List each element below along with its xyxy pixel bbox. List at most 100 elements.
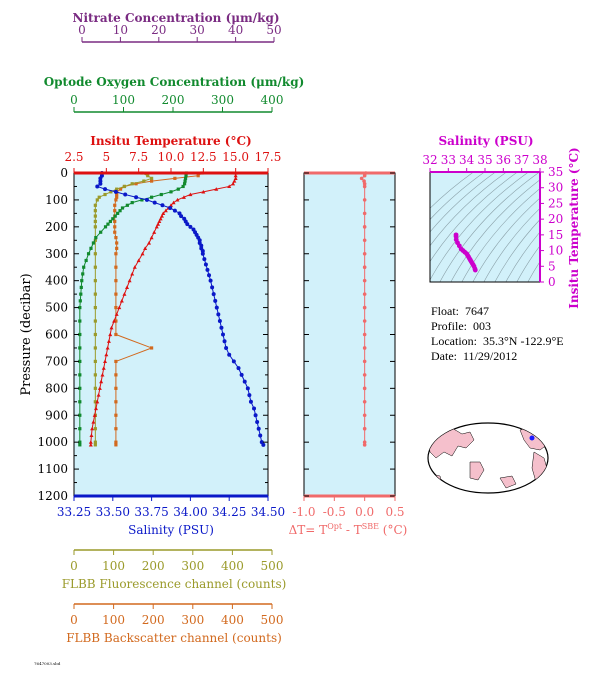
fluorescence-point xyxy=(109,190,113,194)
fluorescence-point xyxy=(103,192,107,197)
temperature-point xyxy=(169,203,173,207)
oxygen-point xyxy=(94,236,98,240)
fluorescence-point xyxy=(93,359,97,364)
delta-tick-label: -0.5 xyxy=(323,505,346,519)
ts-density-contour xyxy=(430,172,497,233)
delta-point xyxy=(362,173,367,178)
temperature-tick-label: 12.5 xyxy=(190,150,217,164)
backscatter-point xyxy=(114,332,118,337)
delta-point xyxy=(362,346,367,350)
backscatter-point xyxy=(114,292,118,296)
delta-panel-background xyxy=(304,173,395,496)
nitrate-tick-label: 30 xyxy=(190,23,205,37)
oxygen-point xyxy=(80,279,84,283)
land-mass xyxy=(469,461,485,481)
ts-temperature-tick-label: 5 xyxy=(548,259,556,273)
oxygen-point xyxy=(78,427,82,431)
salinity-tick-label: 34.50 xyxy=(251,505,285,519)
temperature-point xyxy=(181,195,186,199)
temperature-point xyxy=(136,258,141,263)
salinity-point xyxy=(227,352,232,357)
backscatter-point xyxy=(115,195,119,199)
salinity-point xyxy=(258,433,263,438)
fluorescence-point xyxy=(93,427,97,431)
fluorescence-point xyxy=(93,386,97,390)
temperature-point xyxy=(125,285,130,289)
delta-point xyxy=(362,359,367,364)
oxygen-point xyxy=(113,214,117,218)
temperature-point xyxy=(159,214,164,218)
oxygen-point xyxy=(84,258,88,263)
profile-panel-background xyxy=(74,173,268,496)
ts-density-contour xyxy=(439,172,540,282)
ts-salinity-tick-label: 33 xyxy=(441,153,456,167)
oxygen-point xyxy=(140,198,144,202)
backscatter-point xyxy=(115,241,119,245)
oxygen-tick-label: 100 xyxy=(112,93,135,107)
salinity-point xyxy=(256,426,261,431)
backscatter-point xyxy=(114,373,118,377)
land-mass xyxy=(552,444,566,466)
ts-density-contour xyxy=(595,152,608,302)
oxygen-tick-label: 200 xyxy=(162,93,185,107)
pressure-tick-label: 1200 xyxy=(37,489,68,503)
temperature-point xyxy=(117,305,122,310)
ts-salinity-tick-label: 35 xyxy=(477,153,492,167)
temperature-point xyxy=(175,197,180,202)
temperature-point xyxy=(127,278,132,283)
fluorescence-point xyxy=(93,238,97,242)
temperature-point xyxy=(122,292,127,296)
temperature-tick-label: 15.0 xyxy=(222,150,249,164)
oxygen-point xyxy=(183,176,188,180)
backscatter-point xyxy=(114,279,118,283)
oxygen-tick-label: 300 xyxy=(211,93,234,107)
temperature-point xyxy=(104,352,109,357)
salinity-point xyxy=(179,214,184,219)
salinity-point xyxy=(98,181,103,186)
salinity-point xyxy=(172,208,177,213)
location-value: 35.3°N -122.9°E xyxy=(482,334,564,348)
delta-point xyxy=(359,176,364,181)
temperature-point xyxy=(119,298,124,303)
backscatter-point xyxy=(114,236,118,240)
backscatter-point xyxy=(114,400,118,404)
pressure-tick-label: 300 xyxy=(45,247,68,261)
salinity-tick-label: 33.75 xyxy=(134,505,168,519)
salinity-point xyxy=(152,200,157,205)
ts-density-contour xyxy=(430,172,530,281)
fluorescence-point xyxy=(93,214,97,218)
oxygen-point xyxy=(181,184,185,189)
fluorescence-tick-label: 300 xyxy=(181,559,204,573)
fluorescence-point xyxy=(142,179,146,183)
ts-temperature-tick-label: 20 xyxy=(548,212,563,226)
pressure-tick-label: 200 xyxy=(45,220,68,234)
float-label: Float: xyxy=(431,304,460,318)
float-value: 7647 xyxy=(465,304,490,318)
temperature-point xyxy=(147,240,152,245)
temperature-point xyxy=(149,235,154,240)
backscatter-point xyxy=(114,319,118,323)
salinity-point xyxy=(160,203,165,208)
ts-temperature-axis-title: Insitu Temperature (°C) xyxy=(567,147,581,308)
fluorescence-tick-label: 0 xyxy=(70,559,78,573)
salinity-point xyxy=(247,393,252,398)
oxygen-point xyxy=(78,386,82,390)
salinity-tick-label: 34.25 xyxy=(212,505,246,519)
pressure-tick-label: 0 xyxy=(60,166,68,180)
delta-point xyxy=(362,265,367,270)
salinity-axis-title: Salinity (PSU) xyxy=(128,523,214,537)
salinity-point xyxy=(123,192,128,197)
backscatter-tick-label: 200 xyxy=(142,613,165,627)
oxygen-tick-label: 400 xyxy=(261,93,284,107)
oxygen-point xyxy=(81,272,85,276)
fluorescence-point xyxy=(93,443,97,447)
salinity-point xyxy=(216,312,221,317)
pressure-tick-label: 500 xyxy=(45,301,68,315)
ts-point xyxy=(472,267,478,273)
fluorescence-point xyxy=(93,440,97,444)
fluorescence-point xyxy=(93,225,97,229)
profile-label: Profile: xyxy=(431,319,467,333)
delta-point xyxy=(362,211,367,216)
fluorescence-point xyxy=(93,305,97,310)
ts-density-contour xyxy=(450,179,540,282)
